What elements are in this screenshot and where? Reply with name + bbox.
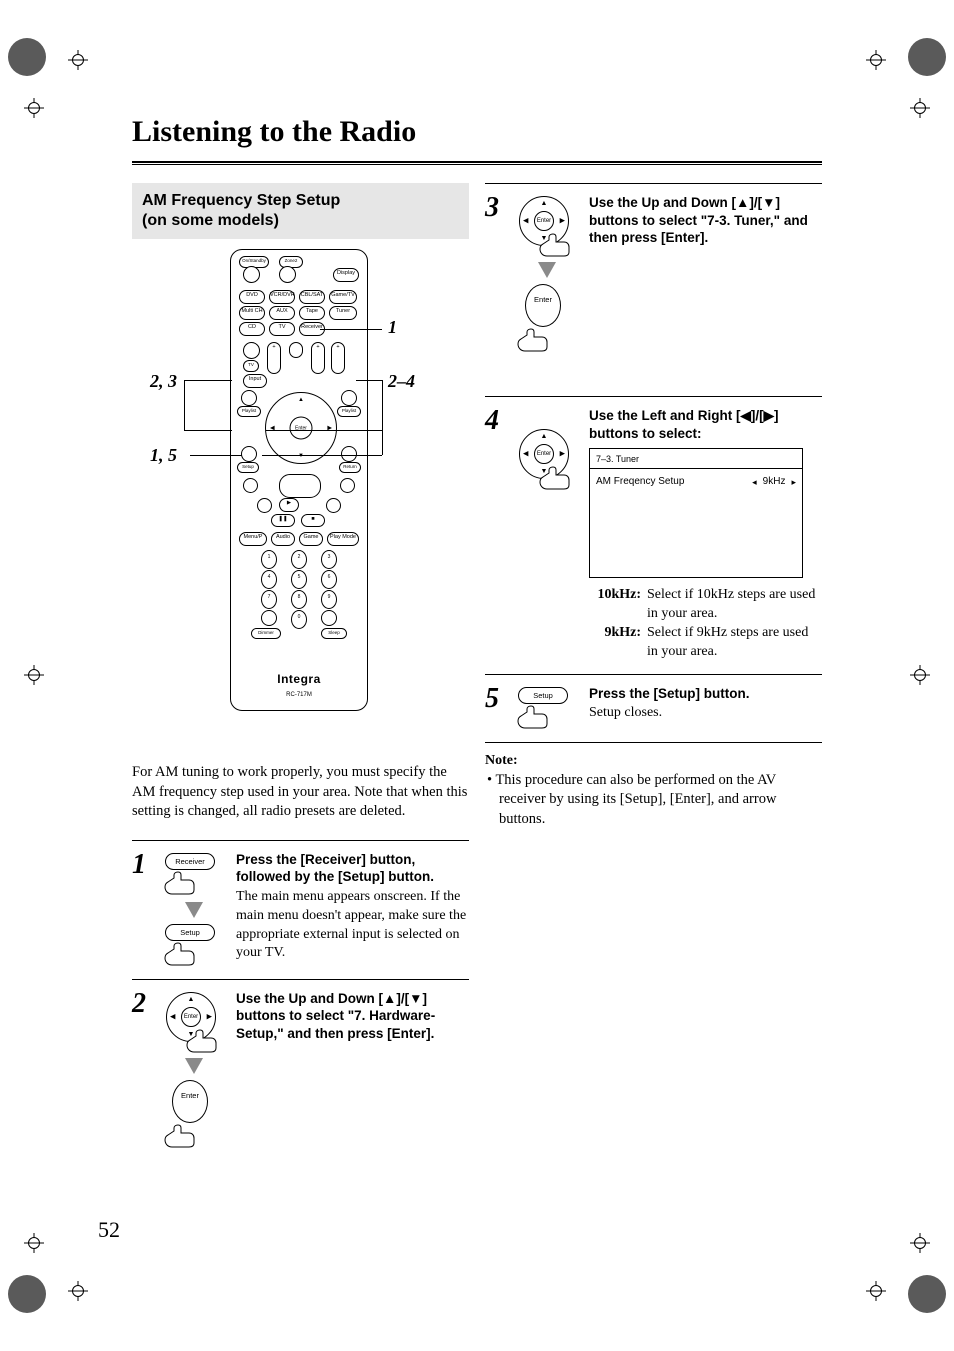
left-arrow-icon: ◂ [752,476,757,488]
columns: AM Frequency Step Setup (on some models)… [132,183,822,1182]
osd-menu-screen: 7–3. Tuner AM Freqency Setup ◂ 9kHz ▸ [589,448,803,578]
page-number: 52 [98,1217,120,1243]
reg-cross [68,1281,88,1301]
thumb-enter-button: Enter [160,1080,220,1149]
remote-model: RC-717M [231,692,367,698]
title-rule [132,161,822,165]
step-number: 1 [132,851,152,967]
reg-corner-tl [8,38,46,76]
right-arrow-icon: ▸ [791,476,796,488]
section-title-line1: AM Frequency Step Setup [142,192,340,209]
step-number: 4 [485,407,505,662]
callout-1-5: 1, 5 [150,445,177,466]
page-title: Listening to the Radio [132,115,822,155]
remote-diagram: On/Standby Zone2 Display DVD VCR/DVR CBL… [132,249,469,759]
step-2-heading: Use the Up and Down [▲]/[▼] buttons to s… [236,990,469,1043]
def-val: Select if 10kHz steps are used in your a… [647,586,822,624]
content-area: Listening to the Radio AM Frequency Step… [132,115,822,1182]
reg-corner-tr [908,38,946,76]
option-definitions: 10kHz: Select if 10kHz steps are used in… [589,586,822,662]
step-number: 2 [132,990,152,1170]
thumb-setup-button: Setup [513,687,573,730]
down-arrow-icon [185,1058,203,1074]
section-title: AM Frequency Step Setup (on some models) [132,183,469,239]
thumb-dpad: Enter ▲ ▼ ◀ ▶ [513,429,573,489]
intro-text: For AM tuning to work properly, you must… [132,763,469,822]
down-arrow-icon [538,262,556,278]
reg-cross [866,1281,886,1301]
reg-cross [68,50,88,70]
step-1: 1 Receiver Setup Press the [Rece [132,841,469,980]
step-number: 3 [485,194,505,384]
reg-cross [24,98,44,118]
reg-corner-br [908,1275,946,1313]
step-5-heading: Press the [Setup] button. [589,685,822,703]
callout-2-4: 2–4 [388,371,415,392]
reg-cross [866,50,886,70]
reg-corner-bl [8,1275,46,1313]
left-column: AM Frequency Step Setup (on some models)… [132,183,469,1182]
remote-outline: On/Standby Zone2 Display DVD VCR/DVR CBL… [230,249,368,711]
step-5-text: Setup closes. [589,704,822,723]
step-number: 5 [485,685,505,730]
osd-title: 7–3. Tuner [596,453,796,465]
thumb-setup-button: Setup [160,924,220,967]
step-4-heading: Use the Left and Right [◀]/[▶] buttons t… [589,407,822,442]
osd-value: 9kHz [763,475,786,489]
def-val: Select if 9kHz steps are used in your ar… [647,624,822,662]
step-3-heading: Use the Up and Down [▲]/[▼] buttons to s… [589,194,822,247]
thumb-dpad: Enter ▲ ▼ ◀ ▶ [513,196,573,256]
down-arrow-icon [185,902,203,918]
step-1-text: The main menu appears onscreen. If the m… [236,888,469,964]
osd-row-label: AM Freqency Setup [596,475,684,489]
right-column: 3 Enter ▲ ▼ ◀ ▶ [485,183,822,1182]
step-2: 2 Enter ▲ ▼ ◀ ▶ [132,980,469,1182]
reg-cross [910,1233,930,1253]
step-1-heading: Press the [Receiver] button, followed by… [236,851,469,886]
note-bullet: • This procedure can also be performed o… [485,771,822,830]
def-key: 10kHz: [589,586,641,624]
step-5: 5 Setup Press the [Setup] button. Setup … [485,675,822,743]
thumb-receiver-button: Receiver [160,853,220,896]
callout-2-3: 2, 3 [150,371,177,392]
reg-cross [910,98,930,118]
thumb-dpad: Enter ▲ ▼ ◀ ▶ [160,992,220,1052]
reg-cross [910,665,930,685]
def-key: 9kHz: [589,624,641,662]
page: Listening to the Radio AM Frequency Step… [0,0,954,1351]
step-4: 4 Enter ▲ ▼ ◀ ▶ [485,397,822,675]
reg-cross [24,1233,44,1253]
step-3: 3 Enter ▲ ▼ ◀ ▶ [485,184,822,397]
callout-1: 1 [388,317,397,338]
thumb-enter-button: Enter [513,284,573,353]
remote-brand: Integra [231,672,367,686]
section-title-line2: (on some models) [142,212,279,229]
note-heading: Note: [485,753,822,769]
reg-cross [24,665,44,685]
